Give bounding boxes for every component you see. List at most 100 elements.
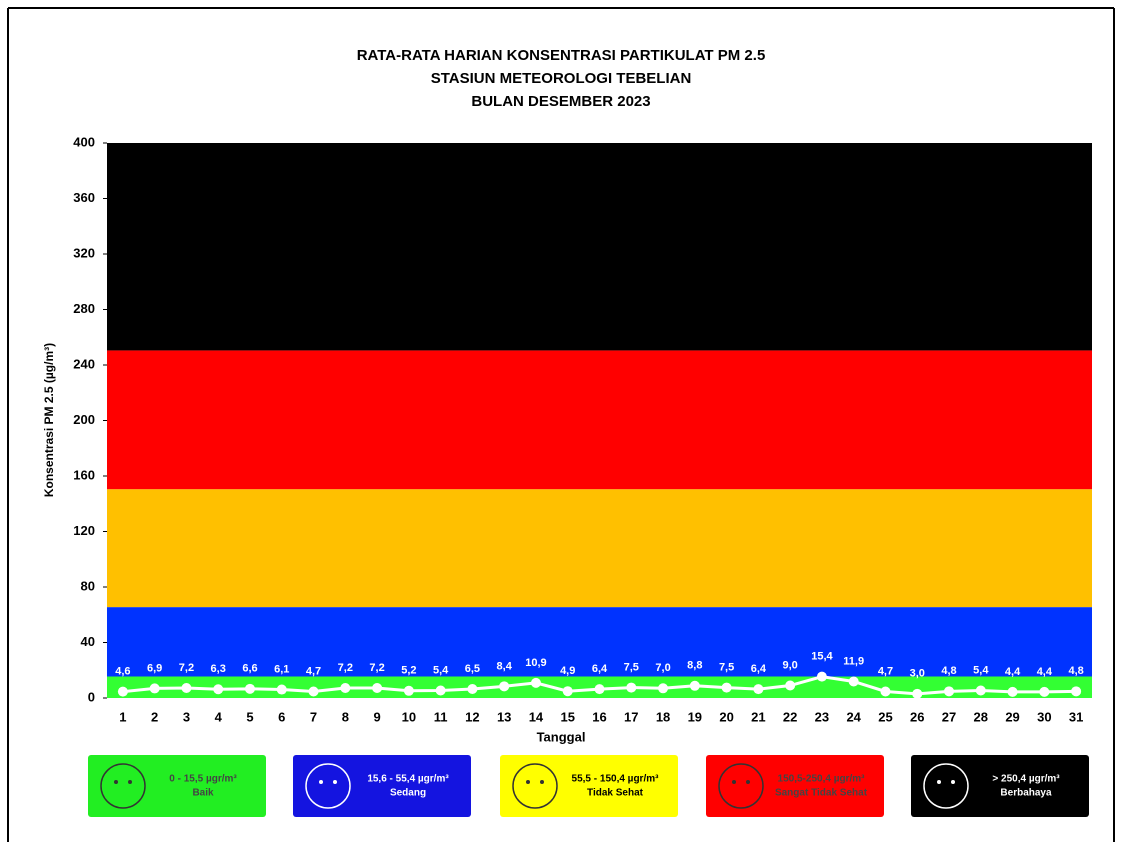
data-label: 7,2 [338,662,353,674]
legend-eye [540,780,544,784]
data-point [912,688,923,699]
data-label: 5,2 [401,665,416,677]
x-tick-label: 31 [1069,709,1083,724]
legend-item: > 250,4 µgr/m³ Berbahaya [911,755,1089,817]
data-point [753,684,764,695]
data-label: 3,0 [910,668,925,680]
legend-box [88,755,266,817]
x-axis-label: Tanggal [537,729,586,744]
legend-face [305,763,351,809]
x-tick-label: 24 [846,709,861,724]
x-tick-label: 29 [1005,709,1019,724]
legend-eye [333,780,337,784]
legend-face [718,763,764,809]
legend-label: Tidak Sehat [587,788,644,799]
x-tick-label: 21 [751,709,765,724]
data-label: 4,6 [115,666,130,678]
legend-box [293,755,471,817]
data-label: 4,8 [941,665,956,677]
data-label: 4,9 [560,665,575,677]
data-point [848,676,859,687]
data-point [626,682,637,693]
data-point [149,683,160,694]
data-label: 4,8 [1068,665,1083,677]
legend-eye [732,780,736,784]
y-tick-label: 360 [73,190,95,205]
legend-eye [526,780,530,784]
category-band [107,489,1092,608]
data-point [594,684,605,695]
data-label: 5,4 [973,664,989,676]
legend-box [706,755,884,817]
data-label: 7,0 [655,662,670,674]
x-tick-label: 12 [465,709,479,724]
data-label: 7,2 [179,662,194,674]
data-label: 8,8 [687,660,702,672]
data-point [117,686,128,697]
data-label: 6,5 [465,663,480,675]
category-band [107,607,1092,677]
y-tick-label: 280 [73,301,95,316]
legend-label: Baik [192,788,214,799]
legend-eye [319,780,323,784]
x-tick-label: 8 [342,709,349,724]
y-tick-label: 400 [73,134,95,149]
legend-face [100,763,146,809]
x-tick-label: 23 [815,709,829,724]
x-tick-label: 7 [310,709,317,724]
legend-eye [951,780,955,784]
data-point [1007,686,1018,697]
data-label: 6,3 [211,663,226,675]
data-point [721,682,732,693]
x-tick-label: 11 [434,709,448,724]
legend-item: 0 - 15,5 µgr/m³ Baik [88,755,266,817]
legend-eye [746,780,750,784]
x-tick-label: 9 [373,709,380,724]
data-point [308,686,319,697]
legend-range: 15,6 - 55,4 µgr/m³ [367,774,449,785]
y-tick-label: 240 [73,356,95,371]
data-point [213,684,224,695]
data-point [816,671,827,682]
data-point [1039,686,1050,697]
legend-box [911,755,1089,817]
legend-item: 150,5-250,4 µgr/m³ Sangat Tidak Sehat [706,755,884,817]
data-point [880,686,891,697]
x-tick-label: 13 [497,709,511,724]
data-point [1071,686,1082,697]
x-tick-label: 19 [688,709,702,724]
legend-item: 55,5 - 150,4 µgr/m³ Tidak Sehat [500,755,678,817]
x-tick-label: 26 [910,709,924,724]
data-point [975,685,986,696]
data-label: 6,9 [147,662,162,674]
legend-range: > 250,4 µgr/m³ [992,774,1060,785]
x-tick-label: 14 [529,709,544,724]
y-tick-label: 120 [73,523,95,538]
data-label: 11,9 [843,655,864,667]
data-point [689,680,700,691]
y-tick-label: 40 [81,634,95,649]
y-tick-label: 160 [73,467,95,482]
data-point [785,680,796,691]
data-label: 6,4 [751,663,767,675]
data-label: 4,4 [1005,666,1021,678]
x-tick-label: 22 [783,709,797,724]
y-tick-label: 200 [73,412,95,427]
x-tick-label: 15 [560,709,574,724]
x-tick-label: 4 [215,709,223,724]
x-tick-label: 17 [624,709,638,724]
data-point [244,683,255,694]
y-tick-label: 80 [81,578,95,593]
data-point [181,683,192,694]
x-tick-label: 16 [592,709,606,724]
legend-face [923,763,969,809]
x-tick-label: 5 [246,709,253,724]
legend-eye [128,780,132,784]
legend-range: 150,5-250,4 µgr/m³ [778,774,866,785]
x-tick-label: 28 [974,709,988,724]
legend-label: Sedang [390,788,426,799]
data-point [467,683,478,694]
legend-item: 15,6 - 55,4 µgr/m³ Sedang [293,755,471,817]
legend-face [512,763,558,809]
legend-label: Sangat Tidak Sehat [775,788,868,799]
